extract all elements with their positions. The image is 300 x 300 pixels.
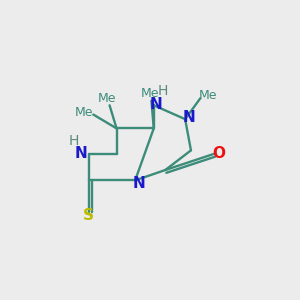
Text: N: N: [150, 97, 163, 112]
Text: N: N: [182, 110, 195, 125]
Text: H: H: [158, 84, 168, 98]
Text: Me: Me: [98, 92, 116, 105]
Text: S: S: [83, 208, 94, 223]
Text: Me: Me: [75, 106, 94, 119]
Text: N: N: [132, 176, 145, 191]
Text: N: N: [74, 146, 87, 161]
Text: H: H: [69, 134, 79, 148]
Text: O: O: [212, 146, 225, 161]
Text: Me: Me: [199, 89, 218, 102]
Text: Me: Me: [141, 87, 160, 100]
